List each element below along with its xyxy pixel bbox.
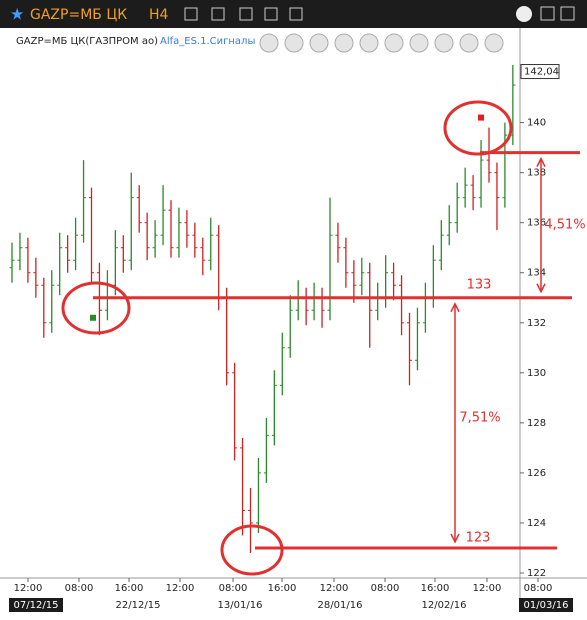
- y-tick-label: 128: [527, 418, 546, 429]
- y-tick-label: 122: [527, 568, 546, 579]
- nav-button[interactable]: [359, 33, 379, 53]
- navigation-buttons[interactable]: [259, 33, 504, 53]
- instrument-name: GAZP=МБ ЦК(ГАЗПРОМ ао): [16, 36, 158, 47]
- highlight-circle: [61, 281, 131, 335]
- nav-button[interactable]: [334, 33, 354, 53]
- arrow-head: [536, 156, 546, 294]
- chart-area: [0, 28, 587, 620]
- favorite-star[interactable]: ★: [10, 5, 24, 24]
- toolbar-icons[interactable]: [184, 7, 303, 21]
- toolbar: [0, 0, 587, 28]
- y-tick-label: 126: [527, 468, 546, 479]
- nav-button[interactable]: [459, 33, 479, 53]
- y-tick-label: 136: [527, 218, 546, 229]
- nav-button[interactable]: [434, 33, 454, 53]
- move-label: 4,51%: [544, 218, 585, 233]
- y-tick-label: 124: [527, 518, 546, 529]
- date-box: [9, 598, 63, 612]
- x-tick-label: 08:00: [371, 583, 400, 594]
- indicator-name[interactable]: Alfa_ES.1.Сигналы: [160, 36, 255, 47]
- nav-button[interactable]: [309, 33, 329, 53]
- x-tick-label: 08:00: [524, 583, 553, 594]
- x-tick-label: 12:00: [166, 583, 195, 594]
- last-price-label: 142,04: [524, 67, 559, 78]
- y-tick-label: 140: [527, 118, 546, 129]
- last-price-box: [520, 64, 560, 80]
- y-tick-label: 130: [527, 368, 546, 379]
- nav-button[interactable]: [259, 33, 279, 53]
- signal-marker: [90, 314, 96, 321]
- date-label: 01/03/16: [524, 600, 569, 611]
- minimize-button[interactable]: [540, 6, 555, 21]
- date-label: 13/01/16: [218, 600, 263, 611]
- date-box: [519, 598, 573, 612]
- date-label: 07/12/15: [14, 600, 59, 611]
- x-tick-label: 16:00: [268, 583, 297, 594]
- y-tick-label: 138: [527, 168, 546, 179]
- highlight-circle: [443, 100, 513, 156]
- signal-marker: [478, 114, 484, 121]
- nav-button[interactable]: [384, 33, 404, 53]
- date-label: 22/12/15: [116, 600, 161, 611]
- nav-button[interactable]: [284, 33, 304, 53]
- arrow-head: [450, 302, 460, 544]
- level-label: 133: [467, 278, 492, 293]
- y-tick-label: 134: [527, 268, 546, 279]
- x-tick-label: 12:00: [14, 583, 43, 594]
- close-button[interactable]: [560, 6, 575, 21]
- highlight-circle: [220, 524, 284, 576]
- ticker[interactable]: GAZP=МБ ЦК: [30, 7, 127, 23]
- level-label: 123: [466, 531, 491, 546]
- timeframe[interactable]: H4: [149, 7, 169, 23]
- nav-button[interactable]: [484, 33, 504, 53]
- x-tick-label: 12:00: [320, 583, 349, 594]
- date-label: 28/01/16: [318, 600, 363, 611]
- move-label: 7,51%: [459, 411, 500, 426]
- x-tick-label: 08:00: [65, 583, 94, 594]
- x-tick-label: 08:00: [219, 583, 248, 594]
- x-tick-label: 16:00: [115, 583, 144, 594]
- x-tick-label: 16:00: [421, 583, 450, 594]
- date-label: 12/02/16: [422, 600, 467, 611]
- dollar-button[interactable]: [516, 6, 532, 22]
- x-tick-label: 12:00: [473, 583, 502, 594]
- y-tick-label: 132: [527, 318, 546, 329]
- nav-button[interactable]: [409, 33, 429, 53]
